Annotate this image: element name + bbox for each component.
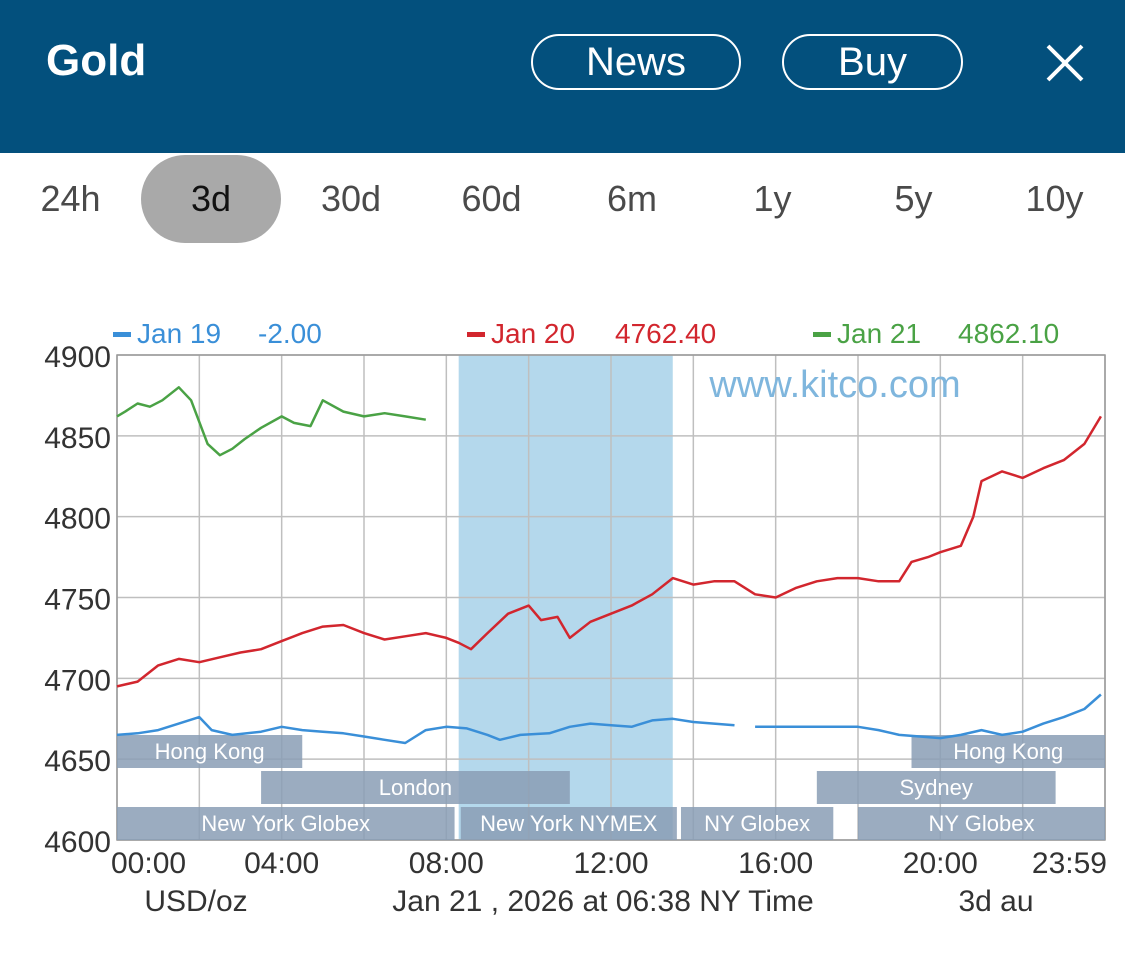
close-icon[interactable] bbox=[1040, 38, 1090, 88]
session-label: New York NYMEX bbox=[480, 811, 658, 836]
x-tick-label: 12:00 bbox=[573, 847, 648, 880]
session-bar bbox=[816, 771, 1056, 804]
session-bar bbox=[858, 807, 1105, 840]
legend-name: Jan 21 bbox=[837, 318, 921, 349]
page-title: Gold bbox=[46, 36, 147, 85]
series-line-jan-19 bbox=[116, 693, 1102, 745]
x-tick-label: 08:00 bbox=[409, 847, 484, 880]
x-tick-label: 16:00 bbox=[738, 847, 813, 880]
legend-swatch bbox=[467, 332, 485, 337]
session-label: Sydney bbox=[900, 775, 973, 800]
legend-value: -2.00 bbox=[258, 318, 322, 349]
x-tick-label: 00:00 bbox=[111, 847, 186, 880]
tab-3d[interactable]: 3d bbox=[141, 155, 281, 243]
series-line-jan-20 bbox=[116, 415, 1102, 688]
y-tick-label: 4850 bbox=[44, 422, 111, 455]
session-bar bbox=[117, 807, 455, 840]
legend-name: Jan 20 bbox=[491, 318, 575, 349]
session-bar bbox=[261, 771, 570, 804]
timestamp-label: Jan 21 , 2026 at 06:38 NY Time bbox=[392, 885, 813, 918]
y-tick-label: 4700 bbox=[44, 664, 111, 697]
tab-30d[interactable]: 30d bbox=[320, 178, 382, 219]
session-label: New York Globex bbox=[201, 811, 370, 836]
x-tick-label: 04:00 bbox=[244, 847, 319, 880]
legend-name: Jan 19 bbox=[137, 318, 221, 349]
y-tick-label: 4600 bbox=[44, 826, 111, 859]
y-tick-label: 4650 bbox=[44, 745, 111, 778]
y-tick-label: 4800 bbox=[44, 503, 111, 536]
tab-6m[interactable]: 6m bbox=[606, 178, 657, 219]
y-tick-label: 4750 bbox=[44, 584, 111, 617]
news-button[interactable]: News bbox=[531, 34, 741, 90]
session-label: NY Globex bbox=[929, 811, 1035, 836]
legend-swatch bbox=[813, 332, 831, 337]
session-bar bbox=[117, 735, 303, 768]
series-line-jan-21 bbox=[116, 386, 426, 457]
x-tick-label: 23:59 bbox=[1032, 847, 1107, 880]
session-bar bbox=[460, 807, 677, 840]
y-tick-label: 4900 bbox=[44, 341, 111, 374]
session-label: Hong Kong bbox=[953, 739, 1063, 764]
session-bar bbox=[911, 735, 1105, 768]
tab-1y[interactable]: 1y bbox=[753, 178, 792, 219]
session-bar bbox=[680, 807, 834, 840]
tab-5y[interactable]: 5y bbox=[894, 178, 933, 219]
x-tick-label: 20:00 bbox=[903, 847, 978, 880]
range-label: 3d au bbox=[958, 885, 1033, 918]
tab-60d[interactable]: 60d bbox=[461, 178, 522, 219]
unit-label: USD/oz bbox=[144, 885, 247, 918]
session-label: NY Globex bbox=[704, 811, 810, 836]
legend-value: 4862.10 bbox=[958, 318, 1059, 349]
legend-value: 4762.40 bbox=[615, 318, 716, 349]
close-icon-glyph bbox=[1046, 44, 1084, 82]
tab-10y[interactable]: 10y bbox=[1025, 178, 1084, 219]
buy-button[interactable]: Buy bbox=[782, 34, 963, 90]
legend-swatch bbox=[113, 332, 131, 337]
watermark-text: www.kitco.com bbox=[708, 364, 960, 406]
header-bar: Gold News Buy bbox=[0, 0, 1125, 153]
gold-price-chart: 4900 4850 4800 4750 4700 4650 4600 www.kitco.co… bbox=[44, 318, 1107, 918]
tab-24h[interactable]: 24h bbox=[40, 178, 101, 219]
session-label: London bbox=[379, 775, 452, 800]
session-label: Hong Kong bbox=[155, 739, 265, 764]
range-tabs: 24h 3d 30d 60d 6m 1y 5y 10y bbox=[0, 155, 1125, 243]
